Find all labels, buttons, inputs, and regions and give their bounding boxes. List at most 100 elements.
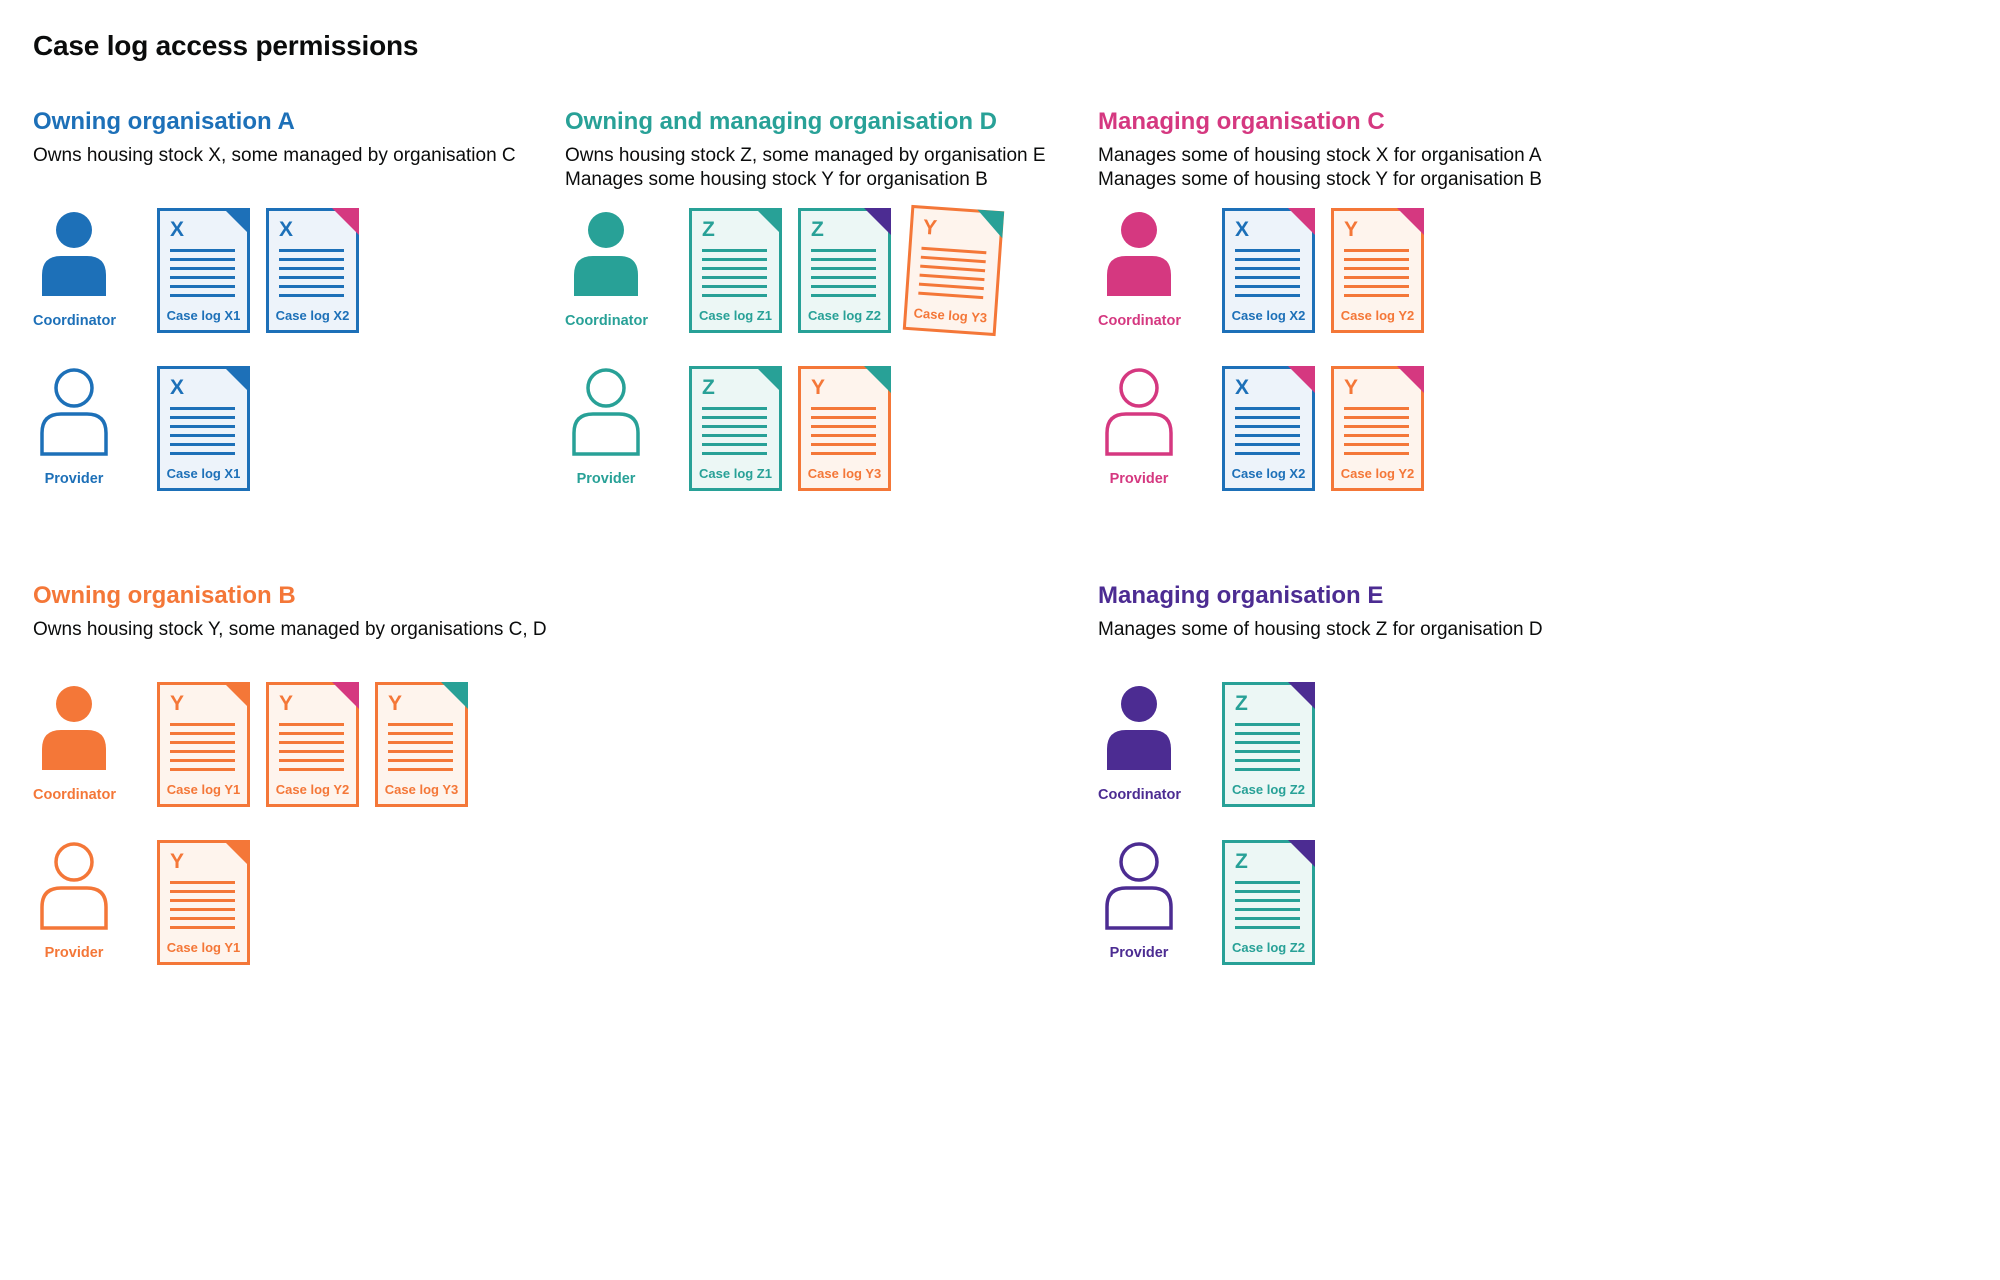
document-text-line: [388, 759, 453, 762]
document-text-lines: [1235, 407, 1300, 455]
person-icon-wrap: Provider: [1098, 368, 1180, 487]
person-role-label: Provider: [44, 471, 104, 487]
document-text-lines: [1344, 249, 1409, 297]
stock-letter: Y: [170, 692, 185, 715]
section-owning-organisation-a: Owning organisation A Owns housing stock …: [33, 108, 565, 524]
document-text-line: [702, 276, 767, 279]
document-text-line: [279, 759, 344, 762]
person-role-label: Provider: [44, 945, 104, 961]
document-text-line: [702, 443, 767, 446]
document-text-line: [170, 926, 235, 929]
section-owning-organisation-b: Owning organisation B Owns housing stock …: [33, 582, 565, 998]
diagram: Owning organisation A Owns housing stock …: [33, 108, 2000, 1056]
provider-person-icon: [40, 368, 108, 456]
case-log-label: Case log Y2: [1340, 466, 1415, 481]
case-log-label: Case log Y1: [166, 782, 241, 797]
document-text-lines: [1344, 407, 1409, 455]
document-text-line: [279, 750, 344, 753]
document-text-line: [1344, 443, 1409, 446]
description-line: Owns housing stock Y, some managed by or…: [33, 619, 547, 640]
document-text-line: [1235, 890, 1300, 893]
document-text-line: [1235, 768, 1300, 771]
stock-letter: Y: [811, 376, 826, 399]
section-heading: Managing organisation C: [1098, 108, 1385, 135]
document-text-lines: [1235, 881, 1300, 929]
document-text-lines: [918, 246, 987, 300]
stock-letter: Z: [1235, 850, 1248, 873]
stock-letter: Y: [279, 692, 294, 715]
case-log-label: Case log X2: [275, 308, 350, 323]
document-text-line: [702, 434, 767, 437]
description-line: Manages some of housing stock Z for orga…: [1098, 619, 1543, 640]
document-text-line: [920, 255, 986, 264]
document-text-line: [1344, 276, 1409, 279]
stock-letter: Z: [811, 218, 824, 241]
document-text-line: [811, 258, 876, 261]
case-log-label: Case log Z2: [1232, 782, 1305, 797]
document-text-line: [1344, 294, 1409, 297]
document-text-line: [811, 407, 876, 410]
document-text-line: [811, 276, 876, 279]
document-text-line: [1235, 249, 1300, 252]
section-heading: Owning organisation B: [33, 582, 296, 609]
document-text-line: [170, 917, 235, 920]
document-text-lines: [1235, 249, 1300, 297]
document-text-line: [170, 899, 235, 902]
section-heading: Owning organisation A: [33, 108, 295, 135]
coordinator-row: Coordinator X Case log X2 Y Case log Y2: [1098, 208, 2000, 333]
document-text-line: [1235, 285, 1300, 288]
provider-row: Provider X Case log X1: [33, 366, 565, 491]
case-log-label: Case log Y3: [807, 466, 882, 481]
document-text-line: [388, 768, 453, 771]
section-description: Manages some of housing stock Z for orga…: [1098, 618, 2000, 668]
document-text-line: [1344, 452, 1409, 455]
document-text-lines: [702, 407, 767, 455]
case-log-doc: X Case log X1: [157, 366, 250, 491]
stock-letter: X: [1235, 218, 1250, 241]
document-text-line: [279, 723, 344, 726]
person-icon-wrap: Coordinator: [1098, 210, 1181, 329]
document-text-line: [702, 407, 767, 410]
provider-person-icon: [1105, 368, 1173, 456]
coordinator-row: Coordinator X Case log X1 X Case log X2: [33, 208, 565, 333]
document-text-line: [1235, 723, 1300, 726]
document-text-lines: [170, 249, 235, 297]
stock-letter: Y: [1344, 376, 1359, 399]
person-icon-wrap: Provider: [565, 368, 647, 487]
document-text-line: [702, 258, 767, 261]
document-text-lines: [279, 249, 344, 297]
case-log-label: Case log Y3: [913, 305, 988, 326]
person-provider: Provider: [33, 366, 157, 487]
document-text-line: [1344, 416, 1409, 419]
case-log-label: Case log Y1: [166, 940, 241, 955]
document-text-line: [1235, 881, 1300, 884]
case-log-doc: Y Case log Y3: [798, 366, 891, 491]
document-text-line: [170, 276, 235, 279]
document-text-line: [170, 434, 235, 437]
case-log-label: Case log Z2: [808, 308, 881, 323]
provider-row: Provider X Case log X2 Y Case log Y2: [1098, 366, 2000, 491]
document-text-line: [811, 416, 876, 419]
stock-letter: X: [170, 218, 185, 241]
coordinator-person-icon: [574, 212, 638, 296]
case-log-doc: Z Case log Z2: [1222, 682, 1315, 807]
document-text-line: [1235, 926, 1300, 929]
document-text-lines: [1235, 723, 1300, 771]
case-log-label: Case log Y2: [275, 782, 350, 797]
section-heading: Managing organisation E: [1098, 582, 1384, 609]
document-text-line: [1235, 899, 1300, 902]
document-text-line: [1235, 917, 1300, 920]
case-log-doc: X Case log X2: [1222, 208, 1315, 333]
description-line: Manages some housing stock Y for organis…: [565, 169, 988, 190]
stock-letter: X: [279, 218, 294, 241]
person-coordinator: Coordinator: [33, 208, 157, 329]
document-text-line: [1235, 434, 1300, 437]
document-text-line: [702, 267, 767, 270]
case-log-doc: X Case log X1: [157, 208, 250, 333]
case-log-label: Case log Z2: [1232, 940, 1305, 955]
document-text-line: [279, 285, 344, 288]
document-text-line: [1344, 267, 1409, 270]
document-text-line: [811, 425, 876, 428]
person-role-label: Provider: [1109, 945, 1169, 961]
section-description: Owns housing stock X, some managed by or…: [33, 144, 565, 194]
